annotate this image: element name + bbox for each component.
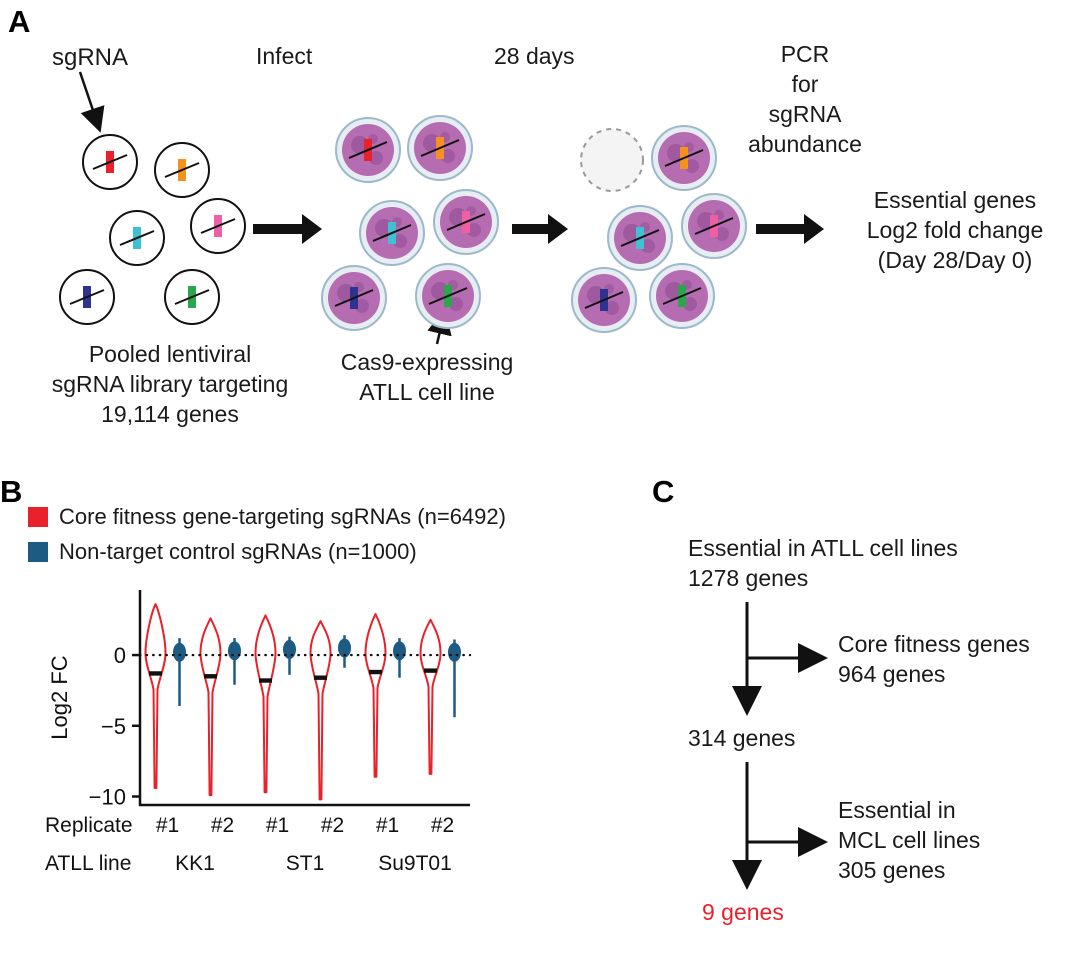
flow-step-arrow <box>512 214 568 244</box>
atll-line-tick: Su9T01 <box>378 852 452 875</box>
flowchart-arrows <box>732 602 828 890</box>
sgrna-pointer-arrow <box>78 71 105 133</box>
atll-cell <box>433 189 499 255</box>
y-tick-label: −10 <box>89 785 126 810</box>
flow-node-mid: 314 genes <box>688 725 796 751</box>
cas9-cell-caption: Cas9-expressing ATLL cell line <box>340 349 514 405</box>
sgrna-lentivirus-particle <box>154 142 210 198</box>
panel-a-label: A <box>8 4 31 39</box>
core-violin <box>199 617 222 797</box>
replicate-tick: #1 <box>156 814 179 837</box>
control-violin <box>228 641 241 661</box>
flow-branch-mcl: Essential in MCL cell lines 305 genes <box>838 797 981 883</box>
atll-line-tick: ST1 <box>286 852 325 875</box>
atll-cell <box>571 267 637 333</box>
control-violin <box>393 641 406 661</box>
core-violin <box>309 620 332 801</box>
control-violin <box>338 638 351 658</box>
y-tick-label: −5 <box>101 714 126 739</box>
legend-core-label: Core fitness gene-targeting sgRNAs (n=64… <box>59 504 506 529</box>
atll-cell <box>651 125 717 191</box>
atll-line-row-label: ATLL line <box>45 852 131 875</box>
atll-cell <box>649 263 715 329</box>
replicate-row-label: Replicate <box>45 814 133 837</box>
replicate-tick: #2 <box>211 814 234 837</box>
atll-cell <box>359 200 425 266</box>
core-median-bar <box>259 678 272 683</box>
flow-step-arrow <box>756 214 824 244</box>
sgrna-lentivirus-particle <box>59 269 115 325</box>
legend-item-control: Non-target control sgRNAs (n=1000) <box>28 539 506 565</box>
control-sgrna-swatch <box>28 542 48 562</box>
violin-plot: #1 #2 #1 #2 #1 #2 0 −5 −10 Log2 FC Replicate ATLL l… <box>45 590 472 875</box>
sgrna-lentivirus-particle <box>164 269 220 325</box>
atll-cell <box>335 117 401 183</box>
y-tick-label: 0 <box>114 643 126 668</box>
axes <box>138 590 470 807</box>
atll-cell <box>607 205 673 271</box>
panel-c-label: C <box>652 474 675 509</box>
step-pcr-label: PCR for sgRNA abundance <box>748 41 862 157</box>
step-infect-label: Infect <box>256 43 313 69</box>
flow-step-arrow <box>253 214 322 244</box>
atll-cell <box>407 115 473 181</box>
sgrna-label: sgRNA <box>52 44 129 71</box>
core-median-bar <box>149 671 162 676</box>
core-median-bar <box>369 669 382 675</box>
core-median-bar <box>314 675 327 680</box>
flow-final: 9 genes <box>702 899 784 925</box>
sgrna-lentivirus-particle <box>190 198 246 254</box>
legend-item-core: Core fitness gene-targeting sgRNAs (n=64… <box>28 504 506 530</box>
control-violin <box>448 642 461 662</box>
core-sgrna-swatch <box>28 507 48 527</box>
panel-b-label: B <box>0 474 23 509</box>
core-violin <box>364 613 387 778</box>
replicate-tick: #2 <box>431 814 454 837</box>
legend-control-label: Non-target control sgRNAs (n=1000) <box>59 539 417 564</box>
core-violin <box>419 618 442 775</box>
y-axis-label: Log2 FC <box>47 655 72 739</box>
replicate-tick: #1 <box>376 814 399 837</box>
atll-cell <box>415 263 481 329</box>
core-median-bar <box>204 674 217 679</box>
core-median-bar <box>424 668 437 673</box>
replicate-tick: #1 <box>266 814 289 837</box>
atll-cell <box>681 193 747 259</box>
flow-branch-core-fitness: Core fitness genes 964 genes <box>838 631 1030 687</box>
depleted-cell-ghost <box>580 128 644 192</box>
library-caption: Pooled lentiviral sgRNA library targetin… <box>51 341 289 427</box>
replicate-tick: #2 <box>321 814 344 837</box>
sgrna-lentivirus-particle <box>82 134 138 190</box>
legend: Core fitness gene-targeting sgRNAs (n=64… <box>28 504 506 574</box>
core-violin <box>144 603 167 790</box>
core-violin <box>254 614 277 794</box>
sgrna-lentivirus-particle <box>109 210 165 266</box>
atll-cell <box>321 265 387 331</box>
screen-workflow-graphics <box>59 71 824 345</box>
atll-line-tick: KK1 <box>175 852 215 875</box>
flow-node-top: Essential in ATLL cell lines 1278 genes <box>688 535 958 591</box>
result-text: Essential genes Log2 fold change (Day 28… <box>866 187 1044 273</box>
control-violin <box>173 642 186 662</box>
step-days-label: 28 days <box>494 43 575 69</box>
